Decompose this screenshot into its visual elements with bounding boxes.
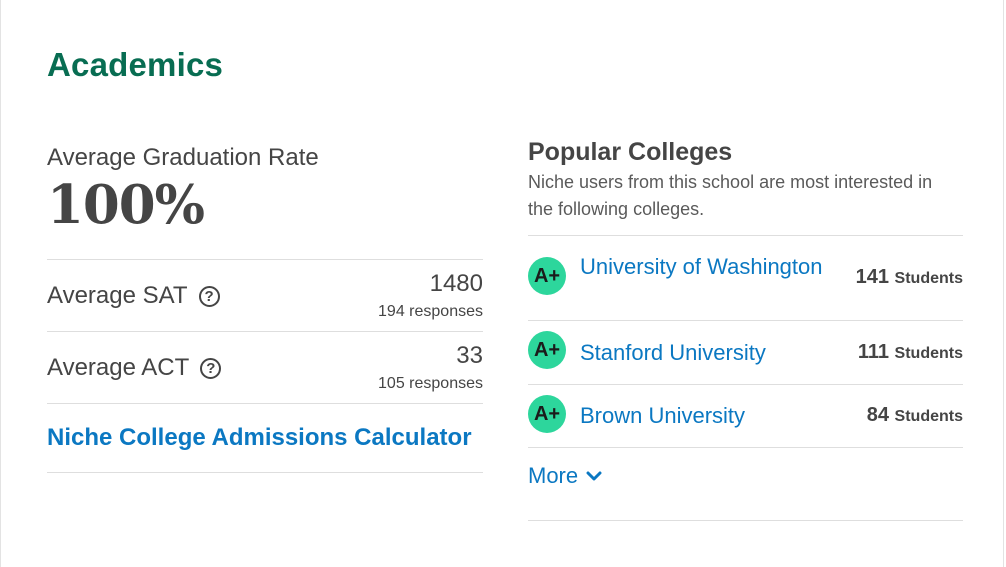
- student-count-value: 84: [866, 404, 889, 426]
- student-count: 141 Students: [856, 266, 963, 289]
- graduation-rate-label: Average Graduation Rate: [47, 144, 319, 171]
- divider: [528, 520, 963, 521]
- college-list: A+ University of Washington 141 Students…: [528, 235, 963, 448]
- grade-badge: A+: [528, 331, 566, 369]
- student-count: 84 Students: [867, 404, 963, 427]
- sat-label-wrap: Average SAT ?: [47, 282, 220, 310]
- grade-badge: A+: [528, 257, 566, 295]
- grade-badge: A+: [528, 395, 566, 433]
- college-item: A+ Stanford University 111 Students: [528, 321, 963, 385]
- student-count-value: 141: [855, 266, 889, 288]
- college-item: A+ University of Washington 141 Students: [528, 236, 963, 321]
- academics-stats: Average Graduation Rate 100% Average SAT…: [47, 140, 483, 473]
- act-label-wrap: Average ACT ?: [47, 354, 222, 382]
- student-count-unit: Students: [894, 408, 963, 425]
- sat-value: 1480: [429, 270, 483, 297]
- popular-colleges-description: Niche users from this school are most in…: [528, 172, 933, 219]
- sat-row: Average SAT ? 1480 194 responses: [47, 259, 483, 332]
- act-label: Average ACT: [47, 354, 190, 381]
- college-link[interactable]: Brown University: [580, 403, 746, 428]
- help-icon[interactable]: ?: [200, 357, 222, 379]
- sat-label: Average SAT: [47, 282, 188, 309]
- more-button[interactable]: More: [528, 463, 602, 489]
- popular-colleges-title: Popular Colleges: [528, 138, 733, 166]
- sat-responses: 194 responses: [378, 303, 483, 320]
- popular-colleges: Popular Colleges Niche users from this s…: [528, 138, 963, 521]
- act-responses: 105 responses: [378, 375, 483, 392]
- section-title: Academics: [47, 46, 224, 83]
- chevron-down-icon: [586, 471, 602, 481]
- calculator-row: Niche College Admissions Calculator: [47, 403, 483, 473]
- college-item: A+ Brown University 84 Students: [528, 385, 963, 448]
- more-label: More: [528, 463, 579, 488]
- act-row: Average ACT ? 33 105 responses: [47, 331, 483, 404]
- student-count-unit: Students: [894, 270, 963, 287]
- help-icon[interactable]: ?: [198, 285, 220, 307]
- college-link[interactable]: University of Washington: [580, 254, 823, 279]
- student-count: 111 Students: [858, 341, 963, 364]
- graduation-rate-value: 100%: [47, 174, 205, 236]
- student-count-value: 111: [857, 341, 889, 363]
- college-link[interactable]: Stanford University: [580, 340, 766, 365]
- student-count-unit: Students: [894, 345, 963, 362]
- act-value: 33: [456, 342, 483, 369]
- admissions-calculator-link[interactable]: Niche College Admissions Calculator: [47, 424, 472, 451]
